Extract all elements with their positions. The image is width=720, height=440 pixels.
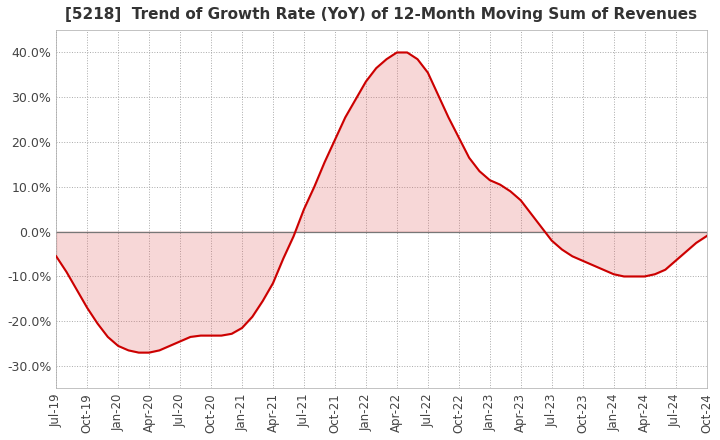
Title: [5218]  Trend of Growth Rate (YoY) of 12-Month Moving Sum of Revenues: [5218] Trend of Growth Rate (YoY) of 12-… <box>66 7 698 22</box>
